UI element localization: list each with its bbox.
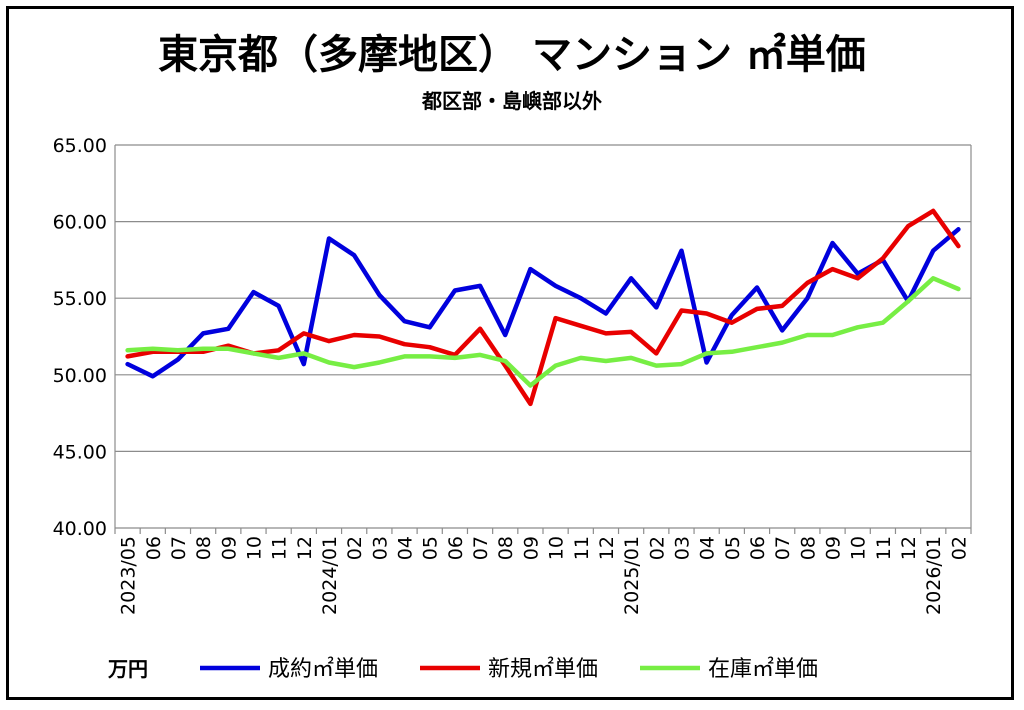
- x-tick-label: 05: [722, 536, 744, 560]
- x-tick-label: 04: [697, 536, 719, 560]
- x-tick-label: 2024/01: [319, 536, 341, 615]
- x-tick-label: 12: [294, 536, 316, 560]
- series-line-3: [125, 276, 961, 388]
- y-tick-label: 40.00: [53, 518, 107, 540]
- x-tick-label: 08: [495, 536, 517, 560]
- y-tick-label: 55.00: [53, 288, 107, 310]
- x-tick-label: 12: [596, 536, 618, 560]
- x-tick-label: 08: [797, 536, 819, 560]
- x-tick-label: 09: [520, 536, 542, 560]
- x-tick-label: 11: [269, 536, 291, 560]
- x-tick-label: 2023/05: [118, 536, 140, 615]
- x-tick-label: 10: [848, 536, 870, 560]
- x-tick-label: 2026/01: [923, 536, 945, 615]
- y-tick-label: 60.00: [53, 212, 107, 234]
- unit-label: 万円: [107, 657, 148, 681]
- legend-label: 在庫㎡単価: [708, 656, 818, 682]
- x-tick-label: 07: [470, 536, 492, 560]
- x-tick-label: 06: [747, 536, 769, 560]
- chart-subtitle: 都区部・島嶼部以外: [421, 89, 602, 113]
- x-tick-label: 12: [898, 536, 920, 560]
- series-lines: [125, 208, 961, 407]
- chart-title: 東京都（多摩地区） マンション ㎡単価: [158, 32, 866, 78]
- x-tick-label: 10: [546, 536, 568, 560]
- x-tick-label: 07: [772, 536, 794, 560]
- gridlines: [114, 144, 972, 529]
- legend-label: 新規㎡単価: [488, 656, 598, 682]
- x-tick-label: 06: [143, 536, 165, 560]
- legend-label: 成約㎡単価: [268, 656, 378, 682]
- legend: 成約㎡単価 新規㎡単価 在庫㎡単価: [200, 656, 818, 682]
- x-tick-label: 03: [671, 536, 693, 560]
- y-tick-label: 65.00: [53, 135, 107, 157]
- x-tick-label: 2025/01: [621, 536, 643, 615]
- x-tick-label: 10: [243, 536, 265, 560]
- y-axis-ticks: 40.00 45.00 50.00 55.00 60.00 65.00: [53, 135, 107, 540]
- x-tick-label: 04: [395, 536, 417, 560]
- series-line-2: [125, 208, 961, 407]
- x-tick-label: 06: [445, 536, 467, 560]
- series-line-1: [125, 227, 961, 379]
- x-tick-label: 11: [571, 536, 593, 560]
- y-tick-label: 45.00: [53, 441, 107, 463]
- x-tick-label: 03: [369, 536, 391, 560]
- x-tick-label: 08: [193, 536, 215, 560]
- x-axis-ticks: 2023/05 06 07 08 09 10 11 12 2024/01 02 03 04 05 06 07…: [114, 528, 972, 615]
- x-tick-label: 05: [420, 536, 442, 560]
- x-tick-label: 11: [873, 536, 895, 560]
- x-tick-label: 09: [823, 536, 845, 560]
- y-tick-label: 50.00: [53, 365, 107, 387]
- x-tick-label: 02: [344, 536, 366, 560]
- x-tick-label: 09: [218, 536, 240, 560]
- x-tick-label: 02: [948, 536, 970, 560]
- x-tick-label: 07: [168, 536, 190, 560]
- x-tick-label: 02: [646, 536, 668, 560]
